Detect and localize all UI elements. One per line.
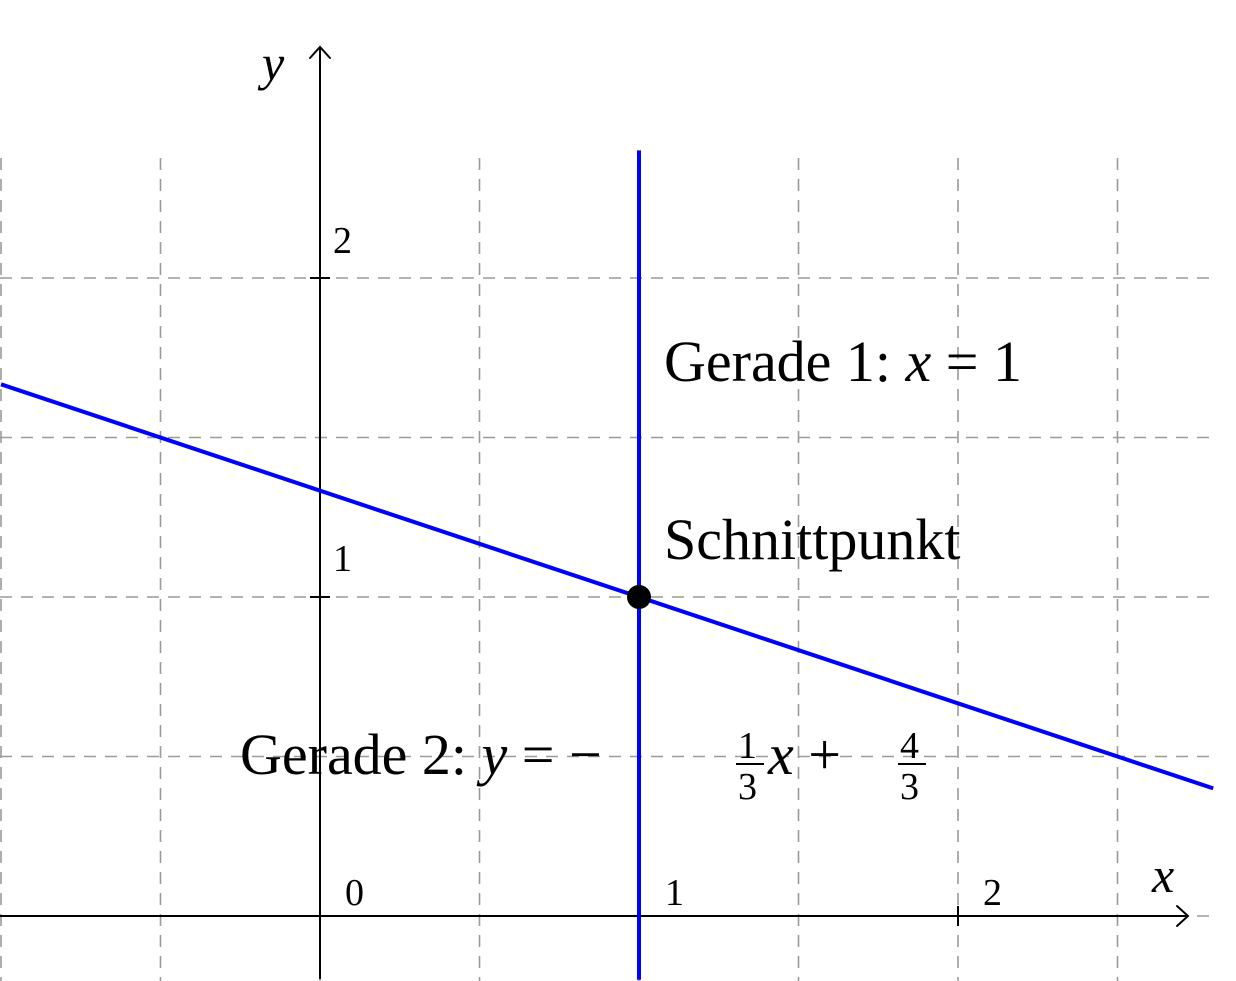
line1-rest: = 1 [931, 329, 1022, 394]
frac1-numerator: 1 [738, 725, 757, 767]
line1-prefix: Gerade 1: [664, 329, 906, 394]
axes [0, 45, 1190, 979]
series-group [0, 150, 1214, 980]
line-gerade-2 [0, 382, 1214, 791]
line2-var-x: x [767, 722, 794, 787]
line2-eq: = − [507, 722, 601, 787]
line1-annotation: Gerade 1: x = 1 [664, 329, 1022, 394]
x-axis-label: x [1151, 847, 1174, 903]
line2-var-y: y [477, 722, 508, 787]
line1-var: x [905, 329, 932, 394]
x-tick-label-0: 0 [345, 872, 364, 914]
frac1-denominator: 3 [738, 766, 757, 808]
grid-lines [0, 158, 1212, 981]
point-annotation: Schnittpunkt [664, 507, 960, 572]
y-tick-label-1: 1 [333, 538, 352, 580]
line2-plus: + [794, 722, 841, 787]
frac2-numerator: 4 [900, 725, 919, 767]
x-tick-label-1: 1 [665, 872, 684, 914]
line2-prefix: Gerade 2: [240, 722, 482, 787]
line2-annotation: Gerade 2: y = − [240, 722, 602, 787]
frac2-denominator: 3 [900, 766, 919, 808]
y-axis-arrow [309, 45, 331, 59]
intersection-point [627, 585, 651, 609]
line2-tail: x + [767, 722, 841, 787]
x-axis-arrow [1176, 905, 1190, 927]
y-axis-label: y [257, 35, 285, 91]
x-tick-label-2: 2 [983, 872, 1002, 914]
y-tick-label-2: 2 [333, 220, 352, 262]
